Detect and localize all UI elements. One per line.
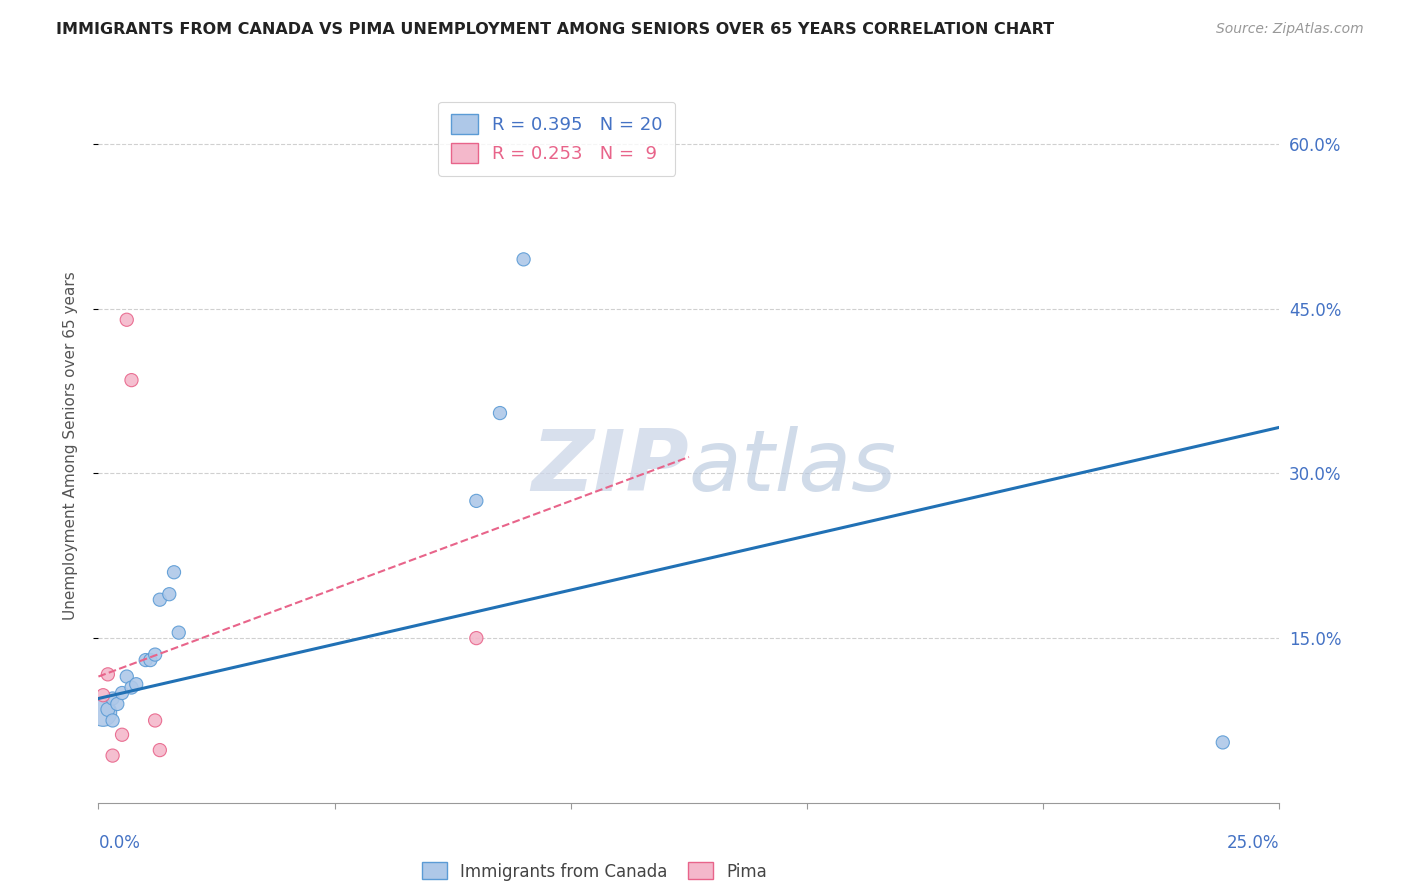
Text: atlas: atlas [689, 425, 897, 509]
Point [121, 681, 143, 695]
Point [143, 648, 166, 662]
Point [489, 406, 512, 420]
Point [135, 653, 157, 667]
Point [101, 691, 124, 706]
Point [115, 669, 138, 683]
Point [167, 625, 190, 640]
Legend: Immigrants from Canada, Pima: Immigrants from Canada, Pima [415, 855, 773, 888]
Point [101, 714, 124, 728]
Point [143, 714, 166, 728]
Point [91, 688, 114, 702]
Point [111, 728, 134, 742]
Point [121, 373, 143, 387]
Text: ZIP: ZIP [531, 425, 689, 509]
Point [91, 706, 114, 720]
Point [105, 697, 128, 711]
Point [465, 631, 488, 645]
Point [157, 587, 180, 601]
Point [97, 667, 120, 681]
Point [149, 743, 172, 757]
Point [139, 653, 162, 667]
Y-axis label: Unemployment Among Seniors over 65 years: Unemployment Among Seniors over 65 years [63, 272, 77, 620]
Point [97, 702, 120, 716]
Point [125, 677, 148, 691]
Text: 25.0%: 25.0% [1227, 834, 1279, 852]
Point [101, 748, 124, 763]
Point [111, 686, 134, 700]
Point [163, 566, 186, 580]
Point [149, 592, 172, 607]
Point [465, 494, 488, 508]
Point [512, 252, 534, 267]
Text: 0.0%: 0.0% [98, 834, 141, 852]
Text: IMMIGRANTS FROM CANADA VS PIMA UNEMPLOYMENT AMONG SENIORS OVER 65 YEARS CORRELAT: IMMIGRANTS FROM CANADA VS PIMA UNEMPLOYM… [56, 22, 1054, 37]
Text: Source: ZipAtlas.com: Source: ZipAtlas.com [1216, 22, 1364, 37]
Point [1212, 735, 1234, 749]
Point [115, 312, 138, 326]
